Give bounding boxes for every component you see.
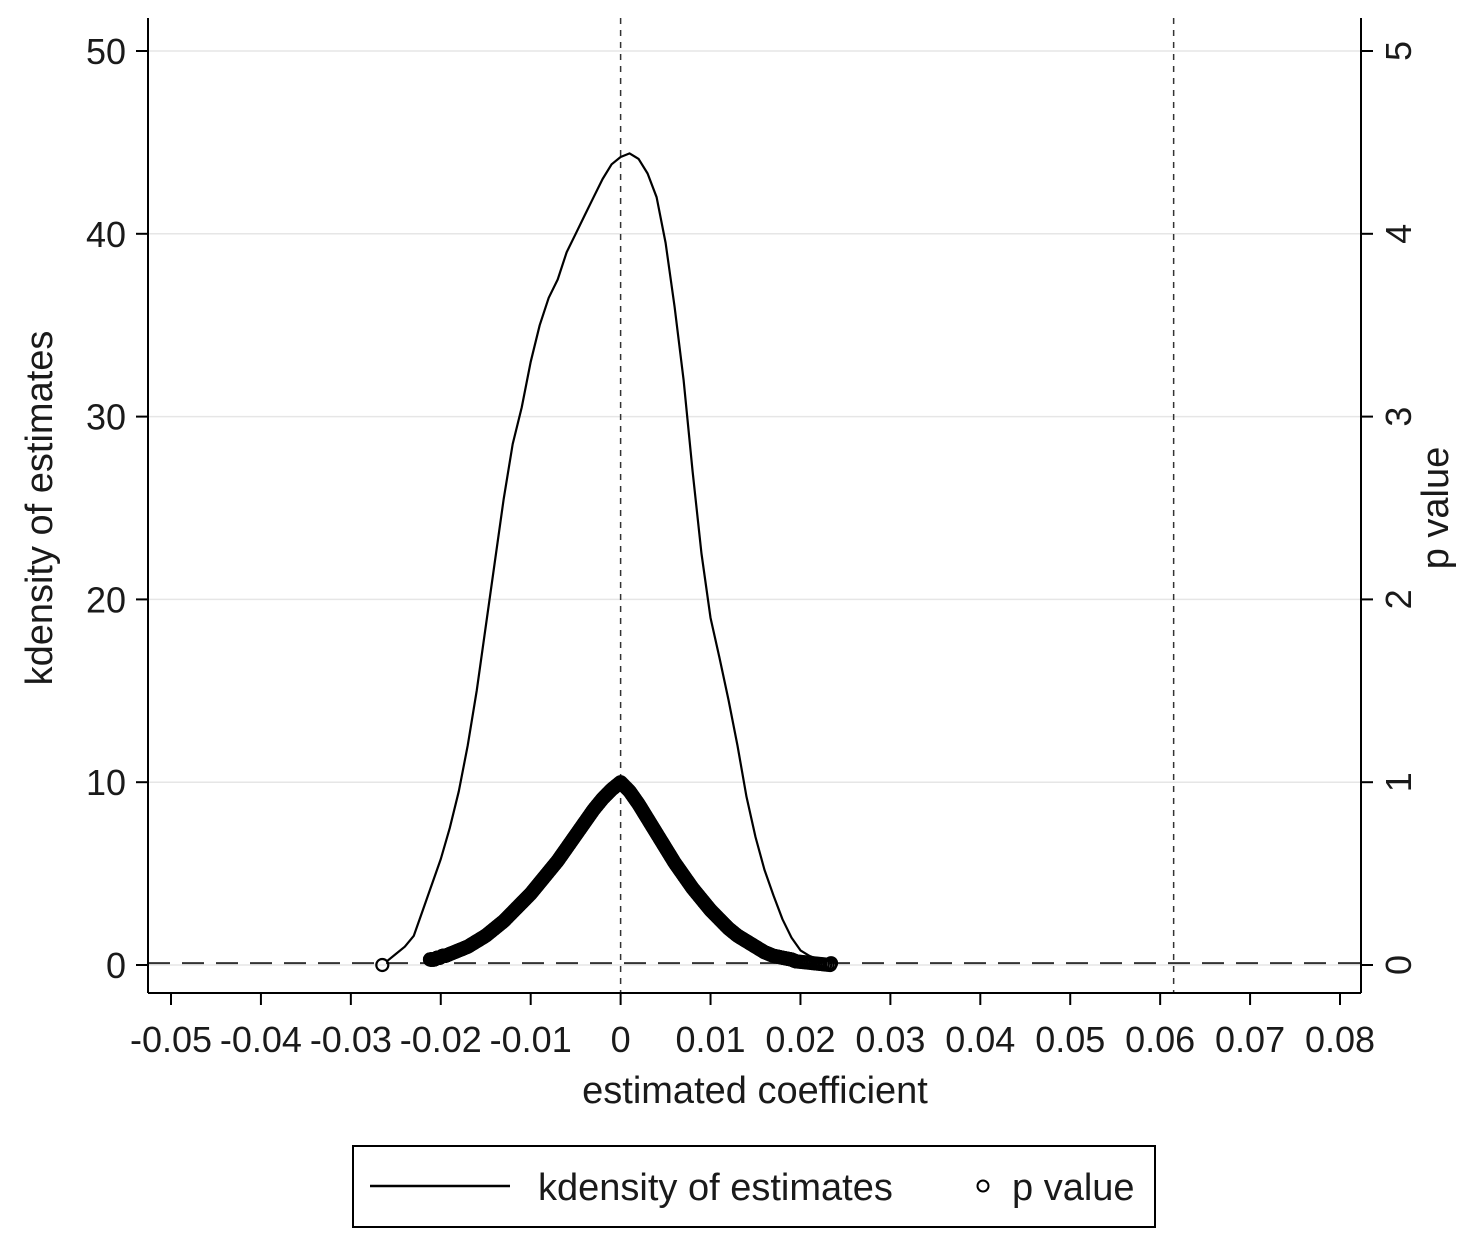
legend: kdensity of estimates p value [352,1145,1156,1228]
gridlines [148,50,1361,966]
kdensity-line [386,152,828,963]
x-tick-label-13: 0.08 [1305,1019,1375,1060]
legend-label-kdensity: kdensity of estimates [538,1167,893,1209]
x-tick-label-9: 0.04 [945,1019,1015,1060]
y-left-tick-label-5: 50 [86,31,126,72]
y-left-tick-label-1: 10 [86,762,126,803]
y-right-tick-label-2: 2 [1378,589,1419,609]
y-right-tick-label-0: 0 [1378,955,1419,975]
y-right-axis-ticks: 0 1 2 3 4 5 [1361,41,1419,975]
y-left-tick-label-2: 20 [86,579,126,620]
legend-label-pvalue: p value [1012,1167,1135,1209]
y-left-axis-title: kdensity of estimates [19,331,61,686]
y-right-axis-title: p value [1415,447,1457,570]
y-right-tick-label-3: 3 [1378,407,1419,427]
y-right-tick-label-5: 5 [1378,41,1419,61]
y-right-tick-label-4: 4 [1378,224,1419,244]
x-tick-label-2: -0.03 [310,1019,392,1060]
y-left-tick-label-0: 0 [106,945,126,986]
x-axis-ticks: -0.05 -0.04 -0.03 -0.02 -0.01 0 0.01 0.02 0.03 0.… [130,993,1375,1060]
x-tick-label-4: -0.01 [490,1019,572,1060]
x-tick-label-10: 0.05 [1035,1019,1105,1060]
legend-marker-swatch [976,1179,990,1193]
x-tick-label-8: 0.03 [855,1019,925,1060]
x-tick-label-0: -0.05 [130,1019,212,1060]
x-tick-label-5: 0 [611,1019,631,1060]
x-tick-label-11: 0.06 [1125,1019,1195,1060]
pvalue-series [375,775,839,973]
y-left-axis-ticks: 0 10 20 30 40 50 [86,31,148,986]
x-tick-label-6: 0.01 [675,1019,745,1060]
x-tick-label-1: -0.04 [220,1019,302,1060]
y-left-tick-label-4: 40 [86,214,126,255]
pvalue-point-dense-610 [820,957,835,972]
pvalue-point-0 [375,957,390,973]
y-right-tick-label-1: 1 [1378,772,1419,792]
x-axis-title: estimated coefficient [582,1070,928,1112]
x-tick-label-7: 0.02 [765,1019,835,1060]
x-tick-label-12: 0.07 [1215,1019,1285,1060]
kdensity-series [386,152,828,963]
y-left-tick-label-3: 30 [86,397,126,438]
x-tick-label-3: -0.02 [400,1019,482,1060]
